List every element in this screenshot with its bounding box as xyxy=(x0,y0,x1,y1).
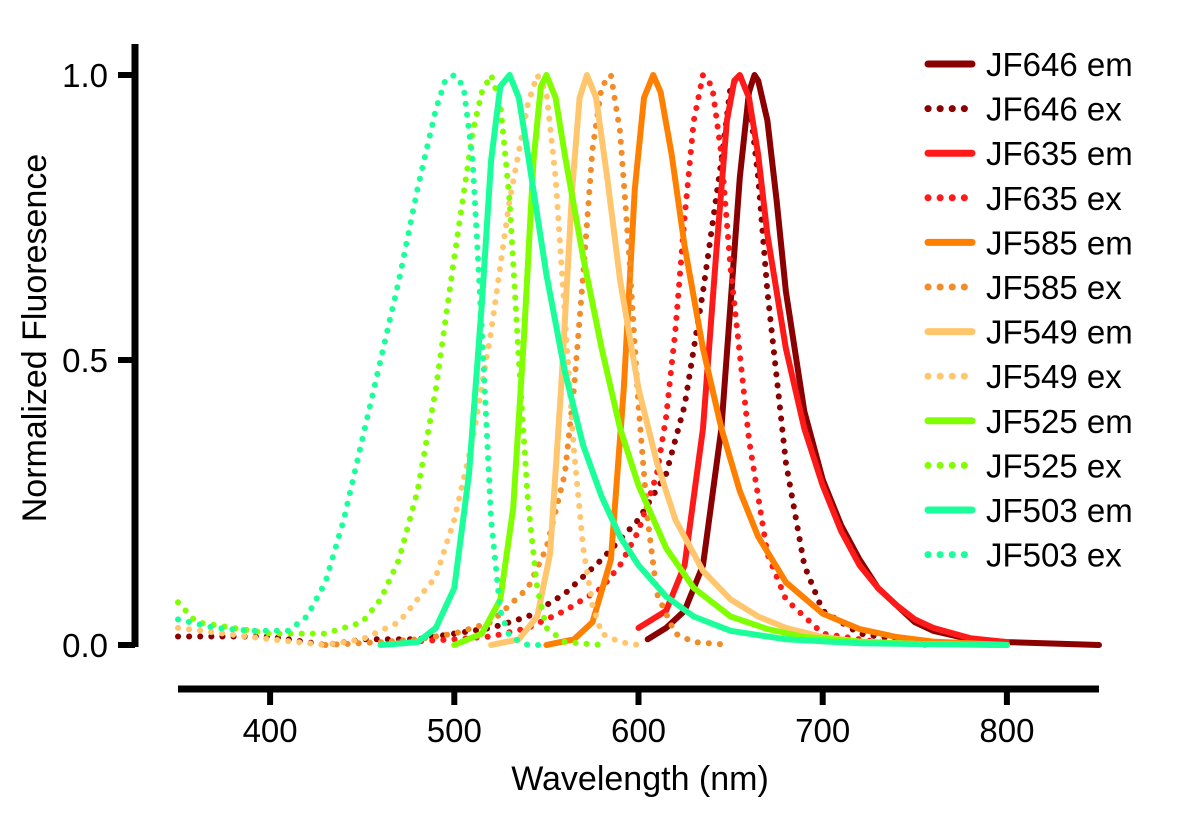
series-line-jf585-em xyxy=(543,72,1010,648)
legend-label: JF503 em xyxy=(986,492,1133,529)
series-line-jf525-em xyxy=(451,72,1010,648)
legend: JF646 em JF646 ex JF635 em JF635 ex JF585 em… xyxy=(924,46,1133,574)
x-ticks: 400 500 600 700 800 xyxy=(243,689,1034,749)
x-tick-label: 700 xyxy=(795,712,850,749)
y-tick-label: 0.0 xyxy=(62,627,108,664)
legend-item-jf525-em: JF525 em xyxy=(924,403,1133,440)
y-axis-title: Normalized Fluoresence xyxy=(16,154,54,523)
x-tick-label: 800 xyxy=(979,712,1034,749)
legend-item-jf503-em: JF503 em xyxy=(924,492,1133,529)
legend-label: JF585 em xyxy=(986,224,1133,261)
legend-item-jf525-ex: JF525 ex xyxy=(924,447,1122,484)
legend-label: JF525 em xyxy=(986,403,1133,440)
x-axis-title: Wavelength (nm) xyxy=(511,760,769,798)
legend-label: JF635 ex xyxy=(986,180,1122,217)
legend-label: JF549 em xyxy=(986,314,1133,351)
x-tick-label: 600 xyxy=(611,712,666,749)
series-line-jf549-ex xyxy=(175,72,642,648)
legend-label: JF585 ex xyxy=(986,269,1122,306)
y-tick-label: 0.5 xyxy=(62,342,108,379)
legend-label: JF549 ex xyxy=(986,358,1122,395)
legend-item-jf585-em: JF585 em xyxy=(924,224,1133,261)
legend-item-jf635-ex: JF635 ex xyxy=(924,180,1122,217)
series-line-jf585-ex xyxy=(322,72,734,648)
y-axis: 0.0 0.5 1.0 xyxy=(62,44,139,664)
legend-item-jf503-ex: JF503 ex xyxy=(924,537,1122,574)
series-line-jf549-em xyxy=(488,72,1010,648)
legend-item-jf646-em: JF646 em xyxy=(924,46,1133,83)
series-line-jf503-ex xyxy=(175,72,550,648)
series-layer xyxy=(175,72,1102,648)
series-line-jf635-ex xyxy=(396,72,937,648)
x-tick-label: 500 xyxy=(427,712,482,749)
legend-item-jf635-em: JF635 em xyxy=(924,135,1133,172)
y-tick-label: 1.0 xyxy=(62,57,108,94)
series-line-jf635-em xyxy=(635,72,1010,646)
legend-label: JF525 ex xyxy=(986,447,1122,484)
legend-item-jf549-em: JF549 em xyxy=(924,314,1133,351)
legend-item-jf549-ex: JF549 ex xyxy=(924,358,1122,395)
legend-label: JF646 em xyxy=(986,46,1133,83)
x-axis: 400 500 600 700 800 xyxy=(178,685,1099,749)
legend-label: JF635 em xyxy=(986,135,1133,172)
series-line-jf525-ex xyxy=(175,72,605,648)
legend-item-jf646-ex: JF646 ex xyxy=(924,91,1122,128)
x-tick-label: 400 xyxy=(243,712,298,749)
y-ticks: 0.0 0.5 1.0 xyxy=(62,57,135,664)
legend-label: JF503 ex xyxy=(986,537,1122,574)
legend-item-jf585-ex: JF585 ex xyxy=(924,269,1122,306)
series-line-jf503-em xyxy=(377,72,1010,648)
legend-label: JF646 ex xyxy=(986,91,1122,128)
